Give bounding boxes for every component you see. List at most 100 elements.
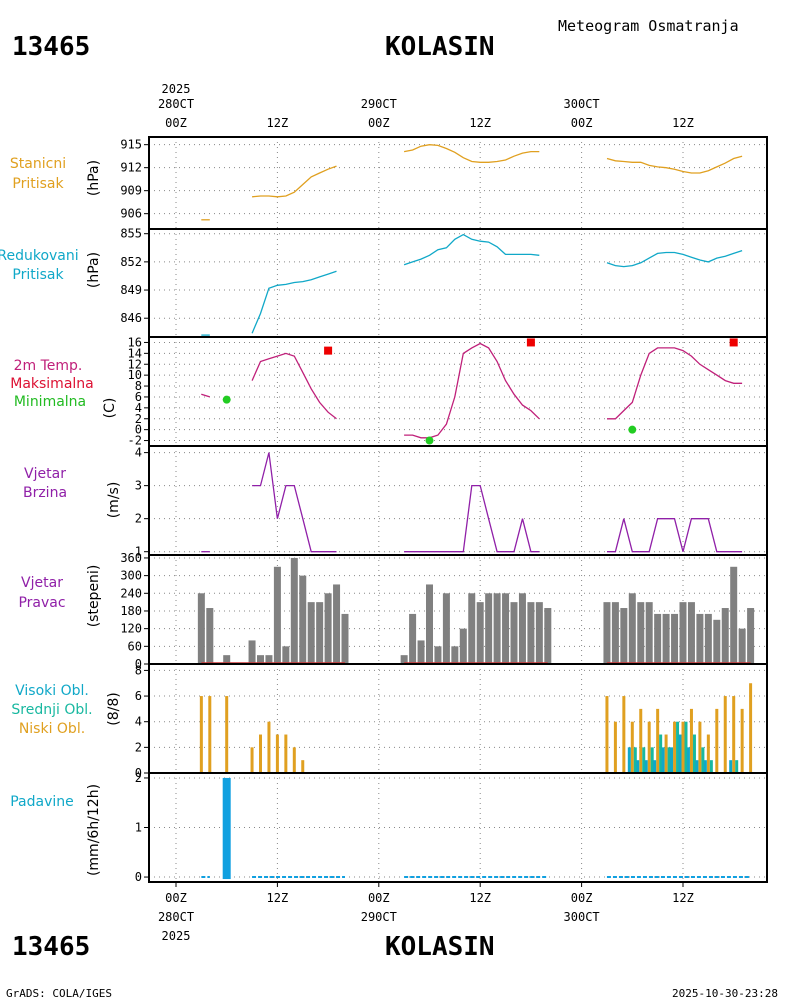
wdir-ytick-label: 360 bbox=[120, 551, 142, 565]
wind-direction-bar bbox=[333, 584, 341, 664]
reduced-unit: (hPa) bbox=[86, 252, 102, 288]
high-cloud-bar bbox=[636, 760, 640, 773]
wind-direction-bar bbox=[637, 602, 645, 664]
low-cloud-bar bbox=[301, 760, 305, 773]
bottom-hour-label: 00Z bbox=[571, 891, 593, 905]
pressure-ytick-label: 912 bbox=[120, 161, 142, 175]
wind-direction-bar bbox=[223, 655, 231, 664]
high-cloud-bar bbox=[653, 760, 657, 773]
low-cloud-bar bbox=[740, 708, 744, 773]
temp-ytick-label: 0 bbox=[135, 423, 142, 437]
wind-direction-bar bbox=[493, 593, 501, 664]
pressure-label-1: Stanicni bbox=[10, 156, 66, 172]
pressure-ytick-label: 909 bbox=[120, 184, 142, 198]
reduced-label-1: Redukovani bbox=[0, 248, 79, 264]
low-cloud-bar bbox=[225, 696, 229, 773]
reduced-ytick-label: 846 bbox=[120, 311, 142, 325]
wind-direction-bar bbox=[704, 613, 712, 664]
temp-label-1: 2m Temp. bbox=[14, 358, 83, 374]
wdir-ytick-label: 0 bbox=[135, 657, 142, 671]
pressure-panel-labels: Stanicni Pritisak (hPa) bbox=[10, 156, 102, 196]
wind-direction-bar bbox=[518, 593, 526, 664]
low-cloud-bar bbox=[732, 696, 736, 773]
wspeed-unit: (m/s) bbox=[106, 482, 122, 519]
wdir-label-2: Pravac bbox=[18, 595, 65, 611]
wind-direction-bar bbox=[654, 613, 662, 664]
wind-direction-bar bbox=[535, 602, 543, 664]
wind-speed-line bbox=[404, 484, 540, 553]
high-cloud-bar bbox=[644, 760, 648, 773]
wspeed-ytick-label: 3 bbox=[135, 479, 142, 493]
wind-direction-bar bbox=[426, 584, 433, 664]
low-cloud-bar bbox=[723, 696, 727, 773]
wind-direction-bar bbox=[544, 608, 552, 664]
chart-title: Meteogram Osmatranja bbox=[558, 17, 739, 35]
reduced-pressure-line bbox=[606, 249, 743, 268]
low-cloud-bar bbox=[284, 734, 288, 773]
low-cloud-bar bbox=[199, 696, 203, 773]
wind-direction-bar bbox=[417, 640, 425, 664]
low-cloud-bar bbox=[689, 708, 693, 773]
low-cloud-bar bbox=[250, 747, 254, 773]
temp-unit: (C) bbox=[102, 398, 118, 419]
bottom-day-label: 290CT bbox=[361, 910, 397, 924]
temp-min-marker bbox=[628, 425, 637, 434]
low-cloud-bar bbox=[208, 696, 212, 773]
wind-direction-bar bbox=[307, 602, 315, 664]
low-cloud-bar bbox=[749, 683, 753, 773]
mid-cloud-bar bbox=[709, 760, 713, 773]
precip-unit: (mm/6h/12h) bbox=[86, 784, 102, 876]
wdir-ytick-label: 60 bbox=[128, 639, 142, 653]
temperature-line bbox=[251, 352, 337, 420]
temp-max-marker bbox=[324, 346, 333, 355]
bottom-hour-label: 12Z bbox=[672, 891, 694, 905]
low-cloud-bar bbox=[267, 721, 271, 773]
wdir-ytick-label: 120 bbox=[120, 622, 142, 636]
wind-direction-bar bbox=[671, 613, 679, 664]
wind-direction-bar bbox=[696, 613, 704, 664]
high-cloud-bar bbox=[661, 747, 665, 773]
wspeed-label-2: Brzina bbox=[23, 485, 67, 501]
wdir-ytick-label: 240 bbox=[120, 586, 142, 600]
pressure-line bbox=[403, 144, 540, 163]
high-cloud-bar bbox=[703, 760, 707, 773]
bottom-year-label: 2025 bbox=[162, 929, 191, 943]
reduced-ytick-label: 849 bbox=[120, 283, 142, 297]
temp-ytick-label: 14 bbox=[128, 346, 142, 360]
low-cloud-bar bbox=[605, 696, 609, 773]
temp-ytick-label: 12 bbox=[128, 357, 142, 371]
wind-direction-bar bbox=[290, 557, 298, 664]
bottom-day-label: 300CT bbox=[564, 910, 600, 924]
wind-direction-bar bbox=[400, 655, 408, 664]
wind-direction-bar bbox=[265, 655, 273, 664]
temperature-line bbox=[404, 342, 540, 439]
panel-frames: 906909912915846849852855-202468101214161… bbox=[120, 136, 768, 884]
wind-direction-bar bbox=[197, 593, 205, 664]
station-name-bottom: KOLASIN bbox=[385, 932, 495, 962]
wind-direction-bar bbox=[611, 602, 619, 664]
top-hour-label: 12Z bbox=[469, 116, 491, 130]
wind-direction-bar bbox=[620, 608, 628, 664]
clouds-ytick-label: 8 bbox=[135, 663, 142, 677]
grid-lines bbox=[149, 137, 767, 882]
station-name-top: KOLASIN bbox=[385, 32, 495, 62]
top-hour-label: 12Z bbox=[267, 116, 289, 130]
clouds-label-2: Srednji Obl. bbox=[11, 702, 92, 718]
high-cloud-bar bbox=[729, 760, 733, 773]
clouds-label-1: Visoki Obl. bbox=[15, 683, 89, 699]
temp-ytick-label: 8 bbox=[135, 379, 142, 393]
wdir-ytick-label: 300 bbox=[120, 569, 142, 583]
low-cloud-bar bbox=[673, 721, 677, 773]
pressure-line bbox=[252, 165, 337, 198]
wind-direction-bar bbox=[721, 608, 729, 664]
clouds-ytick-label: 0 bbox=[135, 766, 142, 780]
wind-direction-bar bbox=[713, 619, 721, 664]
wspeed-label-1: Vjetar bbox=[24, 466, 66, 482]
wind-direction-bar bbox=[299, 575, 307, 664]
clouds-panel-labels: Visoki Obl. Srednji Obl. Niski Obl. (8/8… bbox=[11, 683, 122, 737]
wind-speed-line bbox=[252, 452, 337, 553]
reduced-frame bbox=[148, 228, 768, 338]
temp-ytick-label: 4 bbox=[135, 401, 142, 415]
wind-direction-bar bbox=[687, 602, 695, 664]
wind-direction-bar bbox=[679, 602, 687, 664]
